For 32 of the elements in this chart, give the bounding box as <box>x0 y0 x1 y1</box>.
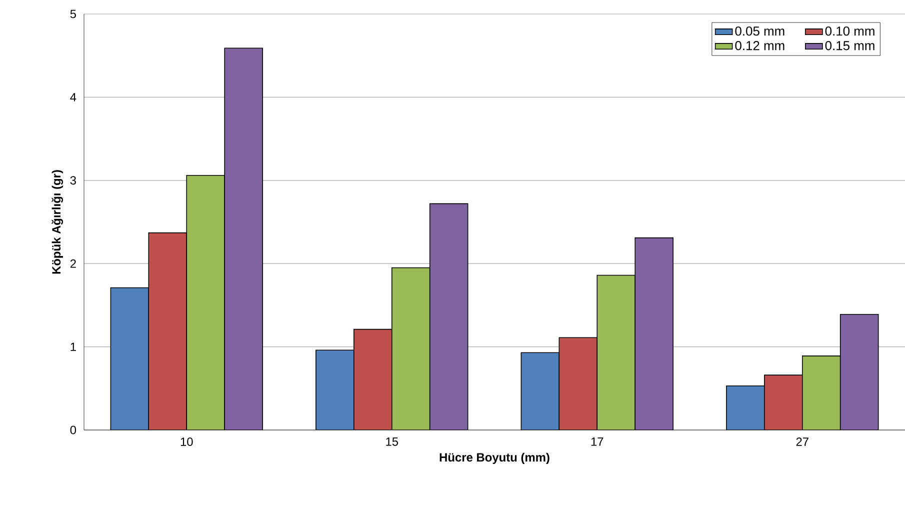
bar <box>596 274 636 430</box>
bar <box>429 203 468 430</box>
bar <box>802 356 841 430</box>
y-tick-label: 4 <box>70 93 76 102</box>
x-tick-label: 27 <box>796 438 808 446</box>
bar <box>148 232 188 430</box>
bar <box>354 328 392 430</box>
bar <box>316 350 354 430</box>
y-tick-label: 5 <box>70 10 76 18</box>
x-tick-label: 17 <box>591 438 604 446</box>
y-tick-label: 1 <box>70 342 76 351</box>
y-tick-label: 0 <box>70 426 76 434</box>
x-tick-label: 15 <box>386 438 398 446</box>
bar <box>764 374 803 430</box>
x-tick-label: 10 <box>180 438 193 446</box>
bar <box>391 267 430 430</box>
bar <box>558 337 598 430</box>
y-tick-label: 3 <box>70 176 76 185</box>
bar <box>634 237 674 430</box>
x-axis-title: Hücre Boyutu (mm) <box>440 452 550 464</box>
bar <box>224 48 263 430</box>
bar <box>186 175 225 430</box>
y-axis-title: Köpük Ağırlığı (gr) <box>52 170 64 274</box>
bar <box>110 287 150 430</box>
bar <box>840 314 879 430</box>
legend-label: 0.12 mm <box>735 41 784 50</box>
legend-label: 0.05 mm <box>735 26 784 36</box>
legend-label: 0.10 mm <box>825 26 874 36</box>
bar <box>520 352 560 430</box>
y-tick-label: 2 <box>70 259 76 268</box>
legend-label: 0.15 mm <box>825 41 874 50</box>
bar <box>726 386 765 430</box>
